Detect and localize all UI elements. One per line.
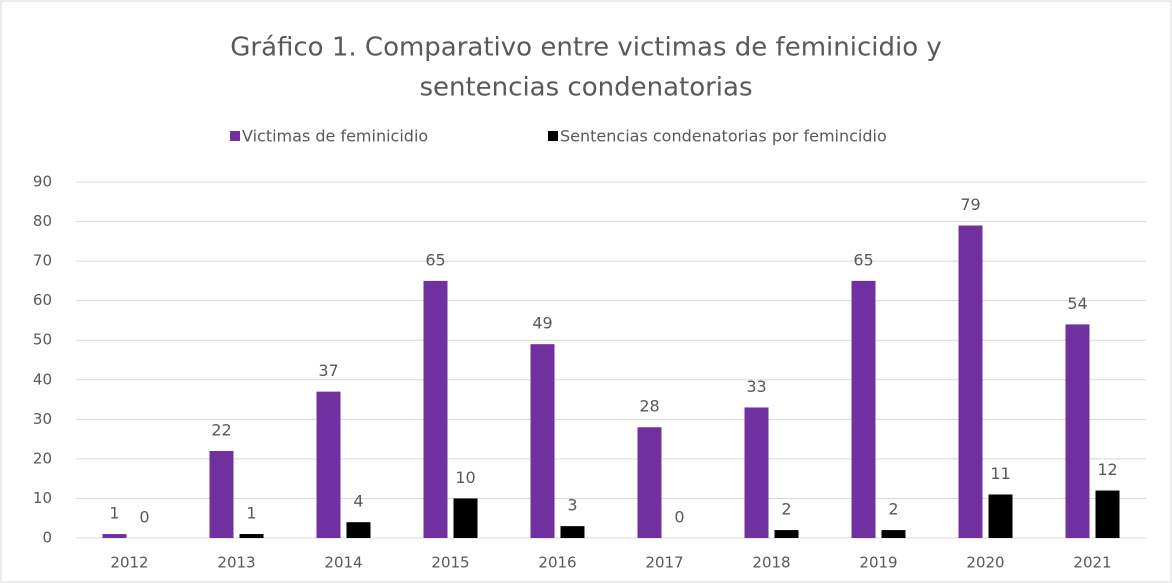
y-tick-label: 10 — [33, 489, 52, 507]
bar — [209, 450, 234, 538]
bar — [1065, 324, 1090, 538]
legend-swatch — [548, 131, 558, 141]
data-label: 10 — [455, 468, 475, 487]
bar — [988, 494, 1013, 538]
bar — [453, 498, 478, 538]
y-tick-label: 40 — [33, 370, 52, 388]
y-tick-label: 50 — [33, 331, 52, 349]
x-tick-label: 2014 — [324, 554, 362, 572]
y-tick-label: 90 — [33, 173, 52, 191]
data-label: 65 — [853, 250, 873, 269]
bar — [851, 280, 876, 538]
data-label: 3 — [567, 496, 577, 515]
bar — [881, 530, 906, 538]
bar — [530, 344, 555, 538]
legend-label: Victimas de feminicidio — [242, 127, 428, 146]
y-tick-label: 0 — [42, 529, 52, 547]
bar — [560, 526, 585, 538]
y-tick-label: 60 — [33, 291, 52, 309]
x-tick-label: 2012 — [110, 554, 148, 572]
bar — [744, 407, 769, 538]
y-tick-label: 20 — [33, 449, 52, 467]
y-tick-label: 30 — [33, 410, 52, 428]
data-label: 22 — [211, 420, 231, 439]
bar — [958, 225, 983, 538]
bar — [637, 427, 662, 538]
data-label: 11 — [990, 464, 1010, 483]
data-label: 33 — [746, 377, 766, 396]
chart-title: sentencias condenatorias — [419, 73, 752, 103]
data-label: 49 — [532, 314, 552, 333]
x-tick-label: 2016 — [538, 554, 576, 572]
bar — [774, 530, 799, 538]
data-label: 2 — [888, 500, 898, 519]
data-label: 0 — [139, 508, 149, 527]
data-label: 1 — [109, 504, 119, 523]
bar — [346, 522, 371, 538]
x-tick-label: 2021 — [1073, 554, 1111, 572]
x-tick-label: 2013 — [217, 554, 255, 572]
legend-label: Sentencias condenatorias por femincidio — [560, 127, 887, 146]
data-label: 0 — [674, 508, 684, 527]
x-tick-label: 2019 — [859, 554, 897, 572]
legend-swatch — [230, 131, 240, 141]
data-label: 79 — [960, 195, 980, 214]
data-label: 1 — [246, 504, 256, 523]
x-tick-label: 2015 — [431, 554, 469, 572]
y-tick-label: 80 — [33, 212, 52, 230]
y-tick-label: 70 — [33, 252, 52, 270]
data-label: 2 — [781, 500, 791, 519]
data-label: 28 — [639, 397, 659, 416]
chart-title: Gráfico 1. Comparativo entre victimas de… — [230, 33, 942, 63]
bar — [239, 534, 264, 538]
data-label: 12 — [1097, 460, 1117, 479]
x-tick-label: 2020 — [966, 554, 1004, 572]
bar — [316, 391, 341, 538]
data-label: 54 — [1067, 294, 1087, 313]
bar — [1095, 490, 1120, 538]
bar — [423, 280, 448, 538]
data-label: 65 — [425, 250, 445, 269]
x-tick-label: 2018 — [752, 554, 790, 572]
data-label: 4 — [353, 492, 363, 511]
data-label: 37 — [318, 361, 338, 380]
bar — [102, 534, 127, 538]
x-tick-label: 2017 — [645, 554, 683, 572]
